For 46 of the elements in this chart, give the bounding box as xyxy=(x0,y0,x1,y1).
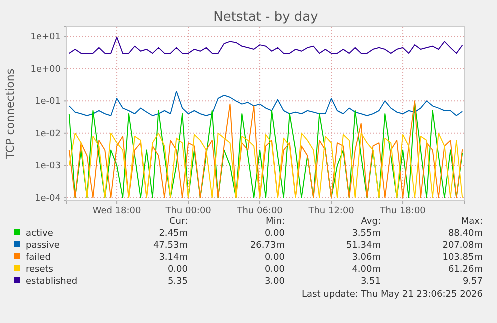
text: 88.40m xyxy=(448,229,483,239)
text: 3.55m xyxy=(352,229,381,239)
text: 0.00 xyxy=(264,253,286,263)
text: 4.00m xyxy=(352,265,381,275)
text: 207.08m xyxy=(442,241,483,251)
text: Max: xyxy=(461,217,483,227)
x-tick-label: Wed 18:00 xyxy=(92,206,142,216)
text: 3.06m xyxy=(352,253,381,263)
line-series xyxy=(68,90,464,116)
legend-label: established xyxy=(26,277,78,287)
text: 0.00 xyxy=(168,265,188,275)
line-series xyxy=(68,132,464,198)
text: Cur: xyxy=(169,217,188,227)
text: 5.35 xyxy=(168,277,188,287)
text: 2.45m xyxy=(159,229,188,239)
text: 0.00 xyxy=(264,229,286,239)
y-tick-label: 1e-01 xyxy=(35,97,61,108)
text: Last update: Thu May 21 23:06:25 2026 xyxy=(302,290,484,300)
text: 103.85m xyxy=(442,253,483,263)
y-tick-label: 1e-04 xyxy=(35,194,62,204)
legend-label: failed xyxy=(26,253,51,263)
x-tick-label: Thu 12:00 xyxy=(308,206,355,216)
legend-label: passive xyxy=(26,241,60,251)
text: 3.51 xyxy=(360,277,381,287)
text: 3.00 xyxy=(264,277,286,287)
text: Min: xyxy=(266,217,285,227)
y-tick-label: 1e+01 xyxy=(30,32,61,43)
text: 51.34m xyxy=(346,241,381,251)
text: Avg: xyxy=(361,217,381,227)
line-series xyxy=(68,36,464,54)
legend-label: resets xyxy=(26,265,54,275)
text: 26.73m xyxy=(250,241,285,251)
x-tick-label: Thu 00:00 xyxy=(164,206,212,216)
legend-label: active xyxy=(26,229,54,239)
y-tick-label: 1e-02 xyxy=(35,129,61,140)
text: 61.26m xyxy=(448,265,483,275)
text: 3.14m xyxy=(159,253,188,263)
y-tick-label: 1e+00 xyxy=(30,64,62,75)
x-tick-label: Thu 18:00 xyxy=(379,206,426,216)
chart-title: Netstat - by day xyxy=(214,10,319,25)
y-tick-label: 1e-03 xyxy=(35,162,61,172)
text: 0.00 xyxy=(264,265,286,275)
x-tick-label: Thu 06:00 xyxy=(236,206,284,216)
y-axis-title: TCP connections xyxy=(4,68,17,160)
text: 47.53m xyxy=(153,241,188,251)
text: 9.57 xyxy=(462,277,483,287)
